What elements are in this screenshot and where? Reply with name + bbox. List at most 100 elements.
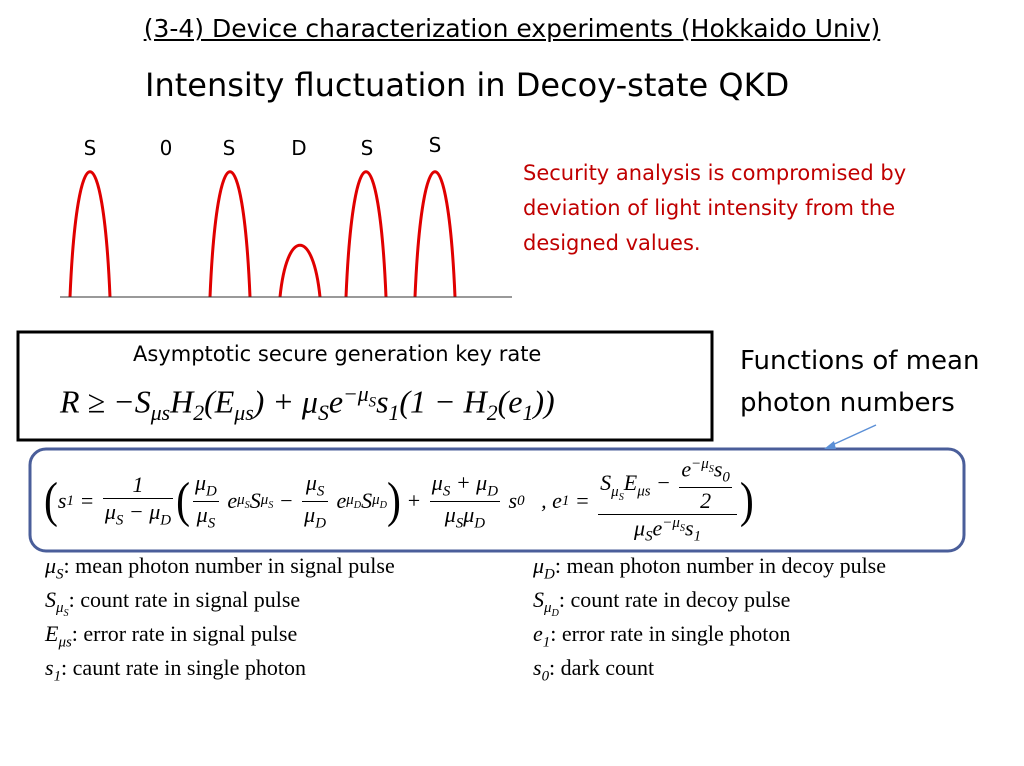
definition-text: : caunt rate in single photon (61, 655, 307, 680)
math-text: μ (260, 491, 269, 508)
definition: s0: dark count (533, 655, 654, 685)
math-text: R ≥ −S (60, 383, 151, 420)
math-text: E (623, 470, 638, 496)
math-text: μ (194, 470, 207, 496)
big-paren: ( (176, 473, 190, 529)
math-text: E (45, 621, 59, 646)
math-text: H (170, 383, 194, 420)
math-text: S (600, 470, 612, 496)
subscript: D (353, 499, 362, 511)
key-rate-box (16, 330, 714, 442)
subscript: μS (611, 484, 624, 503)
subscript: μD (372, 492, 387, 511)
math-text: = (569, 488, 596, 513)
note: Security analysis is compromised by devi… (523, 161, 907, 255)
math-text: e (652, 515, 663, 541)
math-text: e (328, 383, 344, 420)
subscript: S (618, 491, 624, 503)
callout: Functions of mean photon numbers (740, 346, 980, 418)
math-text: S (361, 488, 373, 513)
numerator: SμSEμs − e−μSs0 2 (598, 456, 737, 515)
subscript: 1 (388, 401, 400, 426)
pulse-label: S (429, 133, 442, 157)
subscript: 0 (541, 668, 550, 685)
math-text: S (45, 587, 56, 612)
math-text: ) + μ (253, 383, 318, 420)
symbol: μS (45, 553, 64, 582)
subscript: S (442, 483, 451, 500)
subscript: D (160, 512, 172, 529)
math-text: μ (104, 499, 116, 525)
subscript: μs (150, 401, 171, 426)
denominator: μS (193, 502, 219, 532)
subscript: D (551, 608, 559, 620)
definition-text: : error rate in signal pulse (71, 621, 298, 646)
math-text: μ (634, 515, 646, 541)
symbol: e1 (533, 621, 550, 650)
subscript: 1 (561, 492, 570, 509)
symbol: SμD (533, 587, 559, 619)
math-text: + μ (450, 470, 488, 496)
fraction: μD μS (192, 470, 219, 532)
numerator: μS (302, 470, 329, 502)
superscript: −μS (691, 456, 714, 476)
definition: e1: error rate in single photon (533, 621, 790, 651)
definition: SμD: count rate in decoy pulse (533, 587, 790, 619)
numerator: μS + μD (429, 470, 501, 502)
denominator: μD (302, 502, 328, 532)
subscript: D (315, 514, 327, 531)
pulses (68, 170, 457, 298)
math-text: e (221, 488, 238, 513)
pulse (413, 170, 457, 298)
slide-title: (3-4) Device characterization experiment… (143, 14, 881, 43)
math-text: s (533, 655, 542, 680)
subscript: S (368, 394, 377, 411)
key-rate-caption: Asymptotic secure generation key rate (133, 342, 542, 366)
pulse (208, 170, 252, 298)
math-text: (E (204, 383, 235, 420)
subscript: S (115, 512, 124, 529)
math-text: μ (372, 491, 380, 508)
subscript: S (317, 401, 329, 426)
math-text: )) (533, 383, 555, 420)
definition-text: : mean photon number in decoy pulse (554, 553, 887, 578)
subscript: D (544, 566, 555, 583)
math-text: + (400, 488, 427, 513)
subscript: S (679, 522, 685, 534)
math-text: S (249, 488, 261, 513)
arrow-head (824, 441, 836, 449)
numerator: 1 (102, 472, 174, 500)
arrow (829, 424, 877, 447)
definition: μD: mean photon number in decoy pulse (533, 553, 886, 583)
subscript: S (56, 566, 64, 583)
subscript: 2 (486, 401, 498, 426)
math-text: s (45, 655, 54, 680)
subscript: 1 (542, 634, 551, 651)
math-text: −μ (691, 456, 709, 473)
math-text: s (57, 488, 67, 513)
math-text: e (331, 488, 347, 513)
denominator: μSμD (430, 502, 500, 532)
math-text: μ (544, 600, 552, 617)
subscript: S (708, 464, 714, 476)
pulse-label: S (361, 136, 374, 160)
denominator: 2 (679, 488, 732, 514)
definition-text: : error rate in single photon (550, 621, 791, 646)
fraction: SμSEμs − e−μSs0 2 μSe−μSs1 (598, 456, 737, 545)
superscript: −μS (662, 515, 685, 534)
math-text: μ (304, 501, 316, 527)
superscript: μD (346, 492, 361, 511)
symbol: s0 (533, 655, 549, 684)
fraction: e−μSs0 2 (679, 456, 732, 514)
symbol: s1 (45, 655, 61, 684)
definition: s1: caunt rate in single photon (45, 655, 306, 685)
subscript: 1 (522, 401, 534, 426)
pulse (278, 244, 322, 298)
subscript: μs (234, 401, 254, 426)
math-text: s (503, 488, 518, 513)
big-paren: ) (739, 473, 754, 529)
subscript: 2 (193, 401, 205, 426)
symbol: Eμs (45, 621, 72, 650)
definition: SμS: count rate in signal pulse (45, 587, 300, 619)
